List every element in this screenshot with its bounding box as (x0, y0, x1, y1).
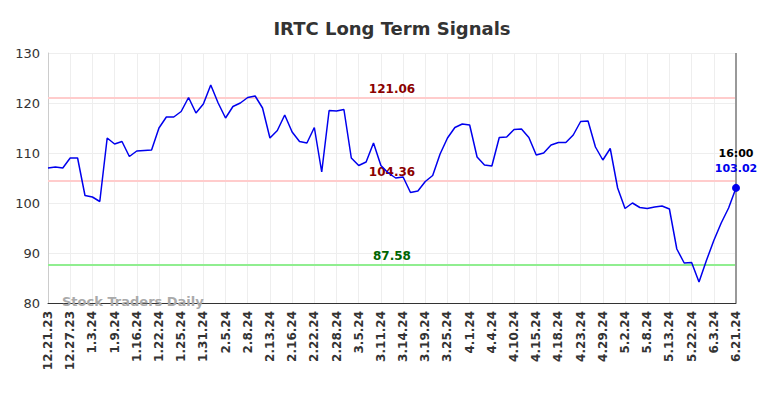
svg-text:5.8.24: 5.8.24 (640, 311, 654, 354)
svg-text:4.23.24: 4.23.24 (574, 311, 588, 362)
svg-text:3.14.24: 3.14.24 (396, 311, 410, 362)
svg-text:1.3.24: 1.3.24 (85, 311, 99, 354)
svg-text:IRTC Long Term Signals: IRTC Long Term Signals (273, 18, 510, 39)
svg-text:6.21.24: 6.21.24 (729, 311, 743, 362)
svg-text:100: 100 (15, 196, 40, 211)
svg-text:1.31.24: 1.31.24 (196, 311, 210, 362)
svg-text:90: 90 (23, 246, 40, 261)
svg-text:4.10.24: 4.10.24 (507, 311, 521, 362)
svg-text:4.1.24: 4.1.24 (463, 311, 477, 354)
svg-text:4.15.24: 4.15.24 (529, 311, 543, 362)
svg-text:4.4.24: 4.4.24 (485, 311, 499, 354)
svg-text:5.22.24: 5.22.24 (685, 311, 699, 362)
svg-text:4.29.24: 4.29.24 (596, 311, 610, 362)
svg-text:3.11.24: 3.11.24 (374, 311, 388, 362)
svg-text:130: 130 (15, 46, 40, 61)
svg-text:2.22.24: 2.22.24 (307, 311, 321, 362)
svg-text:80: 80 (23, 296, 40, 311)
svg-text:2.13.24: 2.13.24 (263, 311, 277, 362)
svg-text:2.8.24: 2.8.24 (241, 311, 255, 354)
svg-text:2.28.24: 2.28.24 (330, 311, 344, 362)
svg-text:5.13.24: 5.13.24 (662, 311, 676, 362)
svg-text:104.36: 104.36 (369, 165, 415, 179)
svg-text:12.21.23: 12.21.23 (41, 311, 55, 370)
svg-text:1.9.24: 1.9.24 (108, 311, 122, 354)
svg-text:6.3.24: 6.3.24 (707, 311, 721, 354)
svg-text:3.25.24: 3.25.24 (440, 311, 454, 362)
svg-text:16:00: 16:00 (718, 147, 753, 160)
svg-text:1.25.24: 1.25.24 (174, 311, 188, 362)
svg-text:1.16.24: 1.16.24 (130, 311, 144, 362)
svg-text:3.19.24: 3.19.24 (418, 311, 432, 362)
svg-text:87.58: 87.58 (373, 249, 411, 263)
svg-text:110: 110 (15, 146, 40, 161)
svg-text:103.02: 103.02 (715, 162, 757, 175)
svg-text:4.18.24: 4.18.24 (551, 311, 565, 362)
svg-text:1.22.24: 1.22.24 (152, 311, 166, 362)
svg-text:5.2.24: 5.2.24 (618, 311, 632, 354)
svg-text:12.27.23: 12.27.23 (63, 311, 77, 370)
svg-text:Stock Traders Daily: Stock Traders Daily (62, 294, 204, 309)
svg-text:2.16.24: 2.16.24 (285, 311, 299, 362)
svg-text:121.06: 121.06 (369, 82, 415, 96)
svg-text:120: 120 (15, 96, 40, 111)
svg-text:2.5.24: 2.5.24 (219, 311, 233, 354)
svg-text:3.5.24: 3.5.24 (352, 311, 366, 354)
